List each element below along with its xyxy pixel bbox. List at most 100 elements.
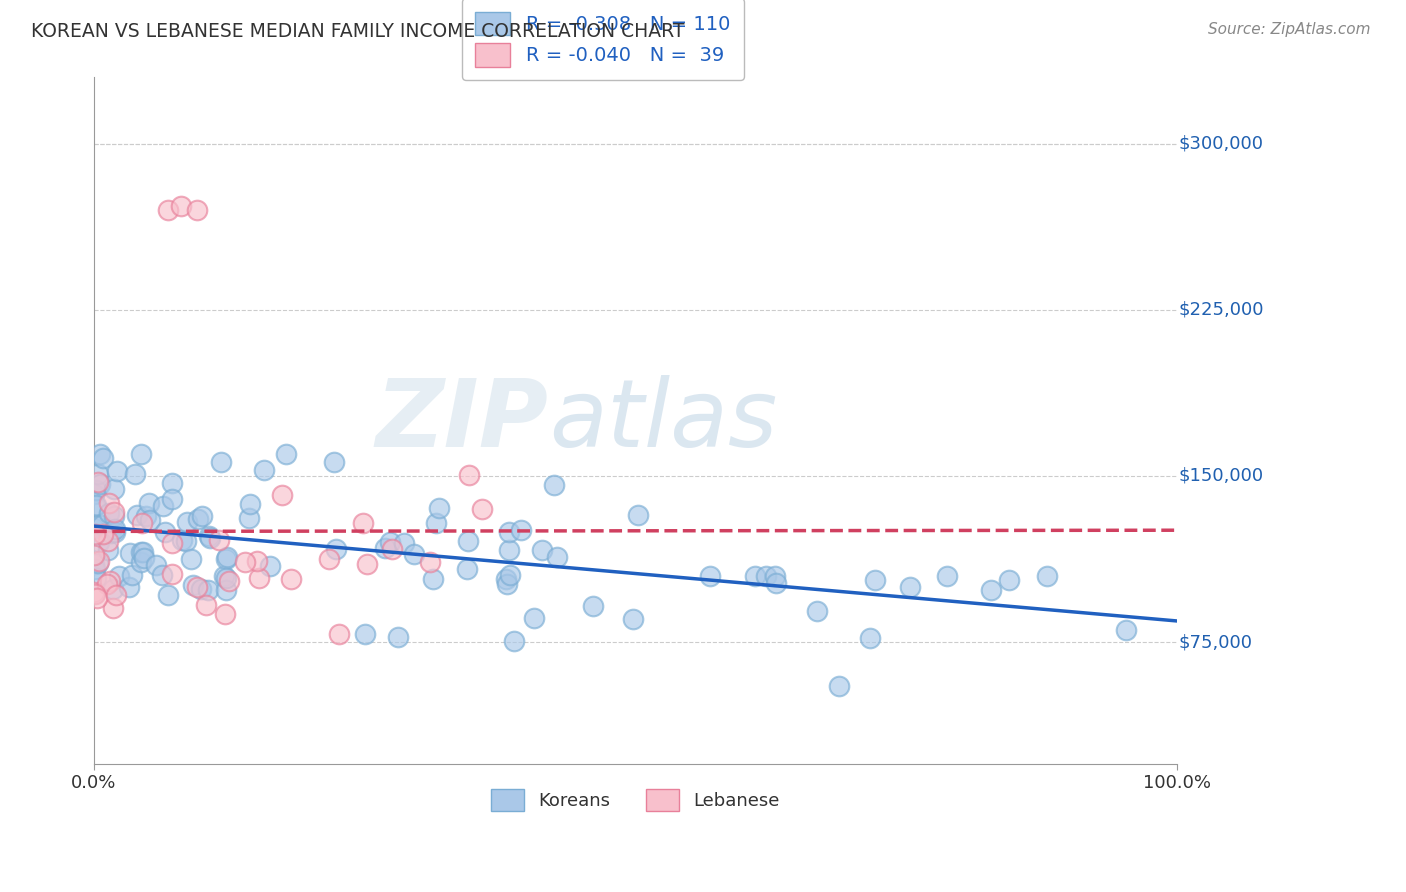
Point <box>503 634 526 648</box>
Point <box>212 569 235 583</box>
Point <box>160 566 183 581</box>
Text: $225,000: $225,000 <box>1180 301 1264 319</box>
Point <box>190 582 212 597</box>
Text: $300,000: $300,000 <box>1180 135 1264 153</box>
Point <box>276 447 298 461</box>
Point <box>381 542 404 557</box>
Point <box>156 588 179 602</box>
Point <box>162 492 184 507</box>
Point <box>84 498 107 512</box>
Point <box>215 582 238 597</box>
Point <box>186 581 208 595</box>
Point <box>98 574 121 588</box>
Point <box>83 558 105 572</box>
Point <box>217 550 239 565</box>
Point <box>233 555 256 569</box>
Point <box>83 585 105 599</box>
Point <box>546 549 568 564</box>
Point <box>83 487 105 501</box>
Point <box>97 496 120 510</box>
Point <box>582 599 605 613</box>
Point <box>208 533 231 547</box>
Point <box>325 542 347 557</box>
Point <box>530 543 553 558</box>
Point <box>259 558 281 573</box>
Point <box>125 508 148 523</box>
Point <box>404 547 426 561</box>
Point <box>280 572 302 586</box>
Point <box>238 511 260 525</box>
Point <box>353 627 375 641</box>
Point <box>865 573 887 587</box>
Point <box>180 551 202 566</box>
Point <box>194 598 217 612</box>
Point <box>87 534 110 549</box>
Point <box>1035 568 1057 582</box>
Point <box>495 572 517 586</box>
Point <box>186 203 208 218</box>
Point <box>101 600 124 615</box>
Text: $75,000: $75,000 <box>1180 633 1253 651</box>
Point <box>89 477 111 491</box>
Point <box>96 576 118 591</box>
Point <box>86 467 108 481</box>
Point <box>118 546 141 560</box>
Point <box>87 556 110 570</box>
Point <box>84 519 107 533</box>
Point <box>172 533 194 548</box>
Point <box>322 455 344 469</box>
Point <box>392 535 415 549</box>
Point <box>129 545 152 559</box>
Point <box>328 627 350 641</box>
Point <box>152 499 174 513</box>
Point <box>898 580 921 594</box>
Point <box>84 562 107 576</box>
Point <box>190 509 212 524</box>
Point <box>198 531 221 545</box>
Point <box>523 611 546 625</box>
Point <box>498 524 520 539</box>
Point <box>103 482 125 496</box>
Point <box>89 447 111 461</box>
Point <box>104 588 127 602</box>
Text: $150,000: $150,000 <box>1180 467 1264 485</box>
Point <box>86 591 108 606</box>
Point <box>495 577 517 591</box>
Point <box>138 496 160 510</box>
Point <box>121 568 143 582</box>
Point <box>100 525 122 540</box>
Point <box>83 521 105 535</box>
Point <box>621 612 644 626</box>
Point <box>103 505 125 519</box>
Point <box>425 516 447 530</box>
Point <box>543 478 565 492</box>
Point <box>356 557 378 571</box>
Point <box>456 562 478 576</box>
Point <box>318 551 340 566</box>
Point <box>132 551 155 566</box>
Point <box>458 467 481 482</box>
Point <box>214 607 236 622</box>
Point <box>108 569 131 583</box>
Legend: Koreans, Lebanese: Koreans, Lebanese <box>478 776 792 823</box>
Text: atlas: atlas <box>548 376 778 467</box>
Point <box>1115 623 1137 637</box>
Point <box>174 534 197 549</box>
Point <box>83 548 105 562</box>
Point <box>498 542 520 557</box>
Point <box>169 199 191 213</box>
Point <box>763 568 786 582</box>
Point <box>209 455 232 469</box>
Point <box>998 573 1021 587</box>
Point <box>471 501 494 516</box>
Point <box>131 447 153 461</box>
Point <box>626 508 648 522</box>
Point <box>215 571 238 585</box>
Point <box>247 572 270 586</box>
Point <box>91 517 114 532</box>
Point <box>218 574 240 589</box>
Point <box>91 527 114 541</box>
Point <box>419 555 441 569</box>
Point <box>457 533 479 548</box>
Point <box>699 568 721 582</box>
